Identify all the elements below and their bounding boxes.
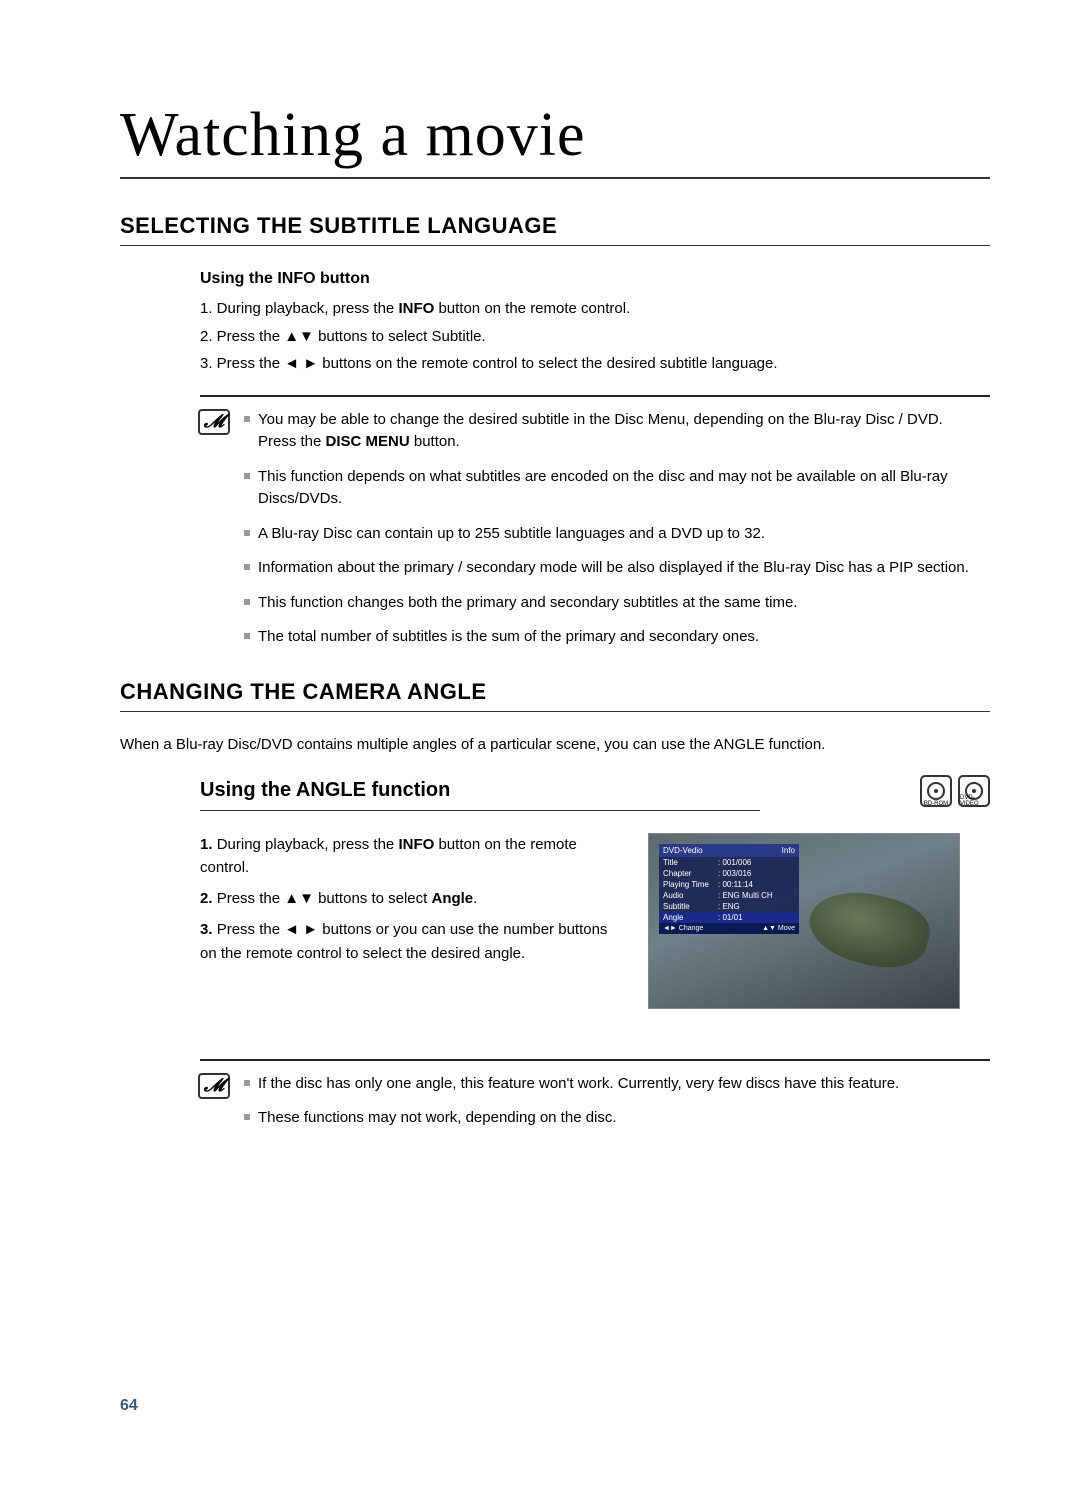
note-block: 𝓜 If the disc has only one angle, this f…: [200, 1059, 990, 1130]
section-angle-heading: CHANGING THE CAMERA ANGLE: [120, 679, 990, 712]
dvd-video-icon: DVD-VIDEO: [958, 775, 990, 807]
osd-row: Audio: ENG Multi CH: [659, 890, 799, 901]
note-icon: 𝓜: [198, 1073, 230, 1099]
note-list: You may be able to change the desired su…: [244, 409, 990, 649]
section-subtitle-heading: SELECTING THE SUBTITLE LANGUAGE: [120, 213, 990, 246]
note-item: These functions may not work, depending …: [244, 1107, 990, 1130]
step-item: 3. Press the ◄ ► buttons or you can use …: [200, 918, 620, 965]
page-number: 64: [120, 1397, 138, 1415]
step-item: 1. During playback, press the INFO butto…: [200, 296, 990, 322]
note-item: You may be able to change the desired su…: [244, 409, 990, 454]
subheading-info-button: Using the INFO button: [200, 270, 990, 288]
note-icon: 𝓜: [198, 409, 230, 435]
subtitle-steps-list: 1. During playback, press the INFO butto…: [200, 296, 990, 377]
osd-row: Title: 001/006: [659, 857, 799, 868]
note-item: Information about the primary / secondar…: [244, 557, 990, 580]
note-item: A Blu-ray Disc can contain up to 255 sub…: [244, 523, 990, 546]
bd-rom-icon: BD-ROM: [920, 775, 952, 807]
angle-intro-text: When a Blu-ray Disc/DVD contains multipl…: [120, 736, 990, 753]
angle-steps-list: 1. During playback, press the INFO butto…: [200, 833, 620, 973]
osd-row: Angle: 01/01: [659, 912, 799, 923]
note-item: The total number of subtitles is the sum…: [244, 626, 990, 649]
osd-row: Subtitle: ENG: [659, 901, 799, 912]
note-list: If the disc has only one angle, this fea…: [244, 1073, 990, 1130]
note-block: 𝓜 You may be able to change the desired …: [200, 395, 990, 649]
osd-row: Chapter: 003/016: [659, 868, 799, 879]
angle-subsection-heading: Using the ANGLE function: [200, 779, 760, 811]
osd-overlay: DVD-VedioInfo Title: 001/006Chapter: 003…: [659, 844, 799, 934]
angle-screenshot: DVD-VedioInfo Title: 001/006Chapter: 003…: [648, 833, 960, 1009]
note-item: This function depends on what subtitles …: [244, 466, 990, 511]
note-item: This function changes both the primary a…: [244, 592, 990, 615]
fish-image: [802, 879, 936, 978]
step-item: 2. Press the ▲▼ buttons to select Angle.: [200, 887, 620, 910]
page-title: Watching a movie: [120, 100, 990, 179]
osd-row: Playing Time: 00:11:14: [659, 879, 799, 890]
step-item: 1. During playback, press the INFO butto…: [200, 833, 620, 880]
disc-format-icons: BD-ROM DVD-VIDEO: [920, 775, 990, 807]
note-item: If the disc has only one angle, this fea…: [244, 1073, 990, 1096]
step-item: 2. Press the ▲▼ buttons to select Subtit…: [200, 324, 990, 350]
step-item: 3. Press the ◄ ► buttons on the remote c…: [200, 351, 990, 377]
